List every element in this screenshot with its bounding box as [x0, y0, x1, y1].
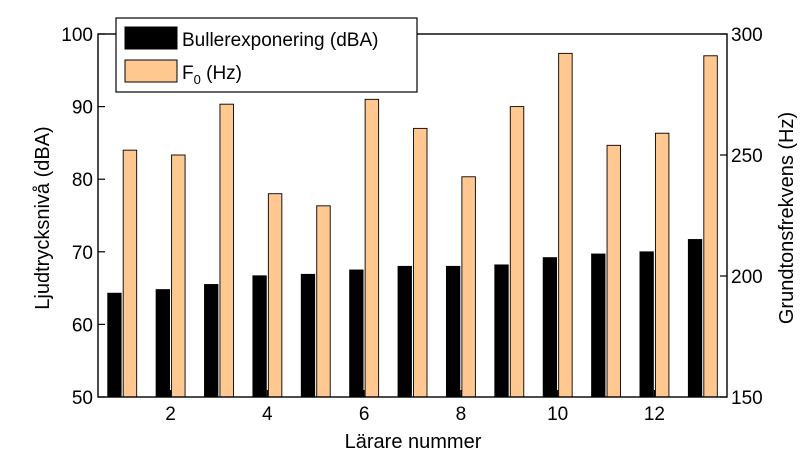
x-tick-label-8: 8: [456, 404, 467, 425]
bar-noise-7: [397, 265, 412, 398]
x-tick-label-10: 10: [547, 404, 568, 425]
legend-label-noise: Bullerexponering (dBA): [182, 30, 378, 51]
x-tick-label-2: 2: [165, 404, 176, 425]
bar-noise-4: [252, 275, 267, 398]
y-left-tick-label-100: 100: [61, 25, 93, 46]
x-tick-label-4: 4: [262, 404, 273, 425]
bar-noise-5: [300, 273, 316, 398]
f0-bars: [122, 52, 718, 398]
legend-f0-main: F: [182, 63, 194, 84]
bar-noise-3: [204, 284, 219, 398]
legend-f0-rest: (Hz): [201, 63, 242, 84]
bar-f0-2: [171, 154, 186, 398]
bar-noise-12: [639, 251, 654, 398]
legend-swatch-f0: [124, 59, 178, 83]
legend: Bullerexponering (dBA) F0 (Hz): [115, 17, 418, 93]
x-tick-label-6: 6: [359, 404, 370, 425]
x-axis-title: Lärare nummer: [345, 431, 482, 453]
y-left-tick-label-60: 60: [72, 315, 93, 336]
tick-labels: 50 60 70 80 90 100 150 200 250 300 2 4 6 8 10 12: [61, 25, 762, 425]
bar-f0-10: [558, 52, 573, 398]
bar-f0-1: [122, 149, 138, 398]
bar-noise-10: [542, 257, 558, 398]
bar-f0-4: [267, 193, 283, 398]
bar-noise-13: [687, 239, 703, 398]
legend-label-f0: F0 (Hz): [182, 63, 242, 87]
y-right-tick-label-200: 200: [731, 267, 763, 288]
y-left-axis-title: Ljudtrycksnivå (dBA): [32, 126, 54, 309]
y-right-tick-label-150: 150: [731, 388, 763, 409]
y-left-tick-label-50: 50: [72, 388, 93, 409]
y-right-tick-label-300: 300: [731, 25, 763, 46]
bar-f0-8: [461, 176, 476, 398]
bar-f0-3: [219, 103, 234, 398]
bar-f0-7: [413, 127, 428, 398]
bar-noise-2: [155, 289, 170, 398]
bar-noise-8: [445, 265, 461, 398]
bar-f0-9: [509, 106, 525, 398]
bar-f0-13: [703, 55, 718, 398]
y-right-axis-title: Grundtonsfrekvens (Hz): [776, 112, 798, 324]
bar-noise-11: [591, 253, 606, 398]
y-left-tick-label-80: 80: [72, 170, 93, 191]
y-left-tick-label-90: 90: [72, 98, 93, 119]
bar-noise-1: [107, 292, 122, 398]
bar-f0-12: [654, 132, 670, 398]
bar-f0-6: [364, 98, 380, 398]
y-left-tick-label-70: 70: [72, 243, 93, 264]
legend-swatch-noise: [124, 26, 178, 50]
bar-f0-11: [606, 144, 621, 398]
bar-noise-9: [494, 264, 509, 398]
y-right-tick-label-250: 250: [731, 146, 763, 167]
bar-f0-5: [316, 205, 331, 398]
x-tick-label-12: 12: [644, 404, 665, 425]
legend-f0-sub: 0: [194, 72, 201, 87]
bar-noise-6: [349, 269, 364, 398]
